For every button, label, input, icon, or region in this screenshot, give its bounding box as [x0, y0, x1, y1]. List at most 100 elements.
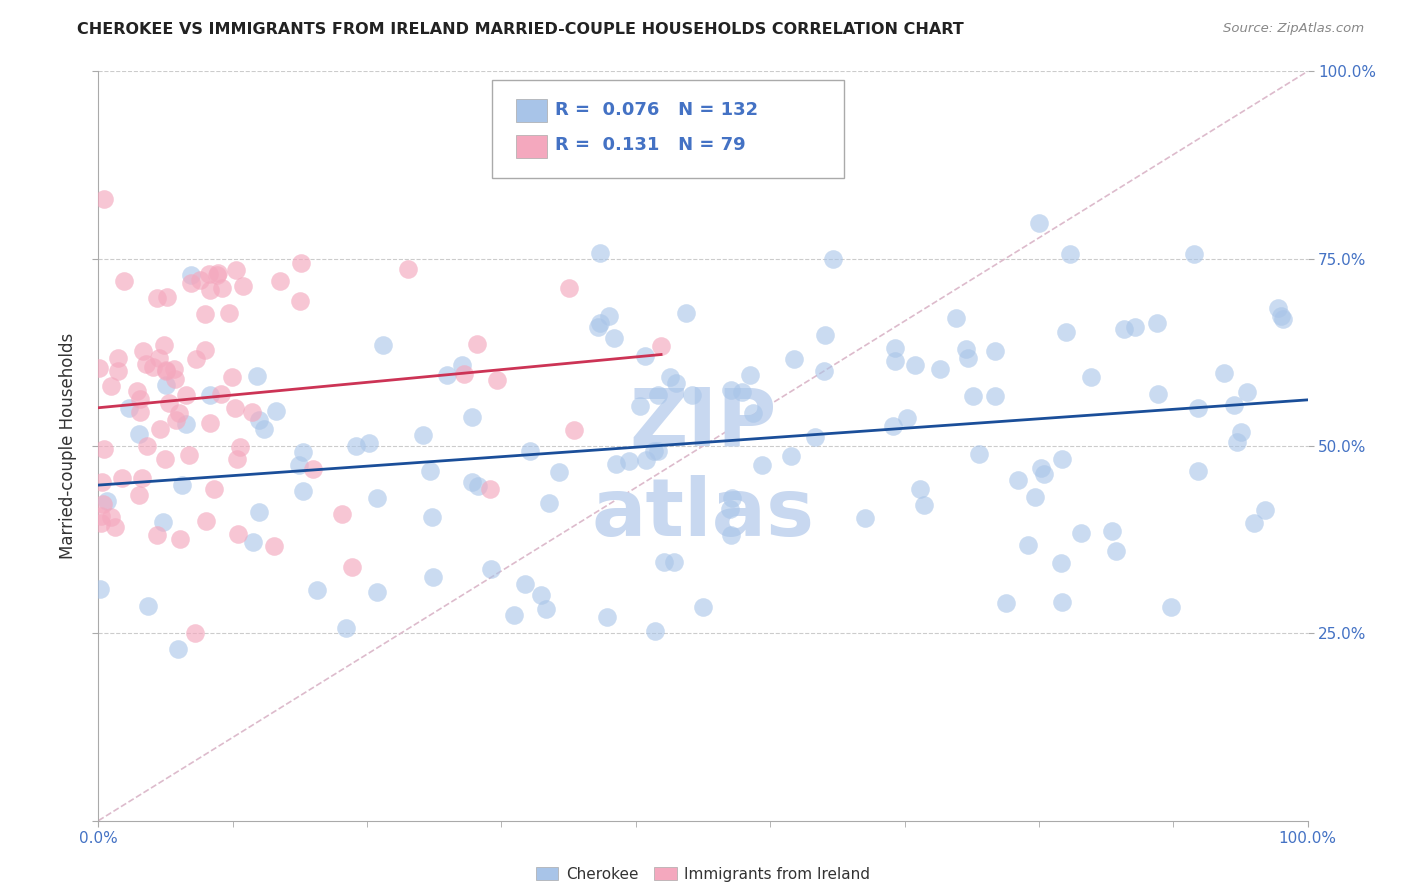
- Point: [247, 505, 270, 519]
- Point: [461, 410, 484, 425]
- Point: [249, 413, 271, 427]
- Point: [558, 281, 581, 295]
- Point: [586, 320, 609, 334]
- Point: [884, 341, 907, 355]
- Point: [153, 338, 176, 352]
- Point: [1080, 369, 1102, 384]
- Point: [202, 482, 225, 496]
- Point: [967, 447, 990, 461]
- Point: [194, 307, 217, 321]
- Point: [467, 479, 489, 493]
- Point: [167, 641, 190, 656]
- Point: [1272, 311, 1295, 326]
- Point: [720, 384, 742, 398]
- Point: [912, 498, 935, 512]
- Point: [502, 608, 524, 623]
- Point: [643, 443, 665, 458]
- Point: [721, 491, 744, 505]
- Point: [450, 358, 472, 372]
- Point: [136, 599, 159, 614]
- Point: [1243, 516, 1265, 531]
- Point: [634, 452, 657, 467]
- Point: [984, 389, 1007, 403]
- Point: [146, 291, 169, 305]
- Point: [1050, 594, 1073, 608]
- Point: [1230, 425, 1253, 440]
- Point: [287, 458, 309, 472]
- Point: [804, 430, 827, 444]
- Point: [738, 368, 761, 382]
- Point: [107, 351, 129, 365]
- Point: [957, 351, 980, 365]
- Point: [1105, 544, 1128, 558]
- Point: [226, 527, 249, 541]
- Point: [1050, 556, 1073, 570]
- Point: [1223, 399, 1246, 413]
- Point: [652, 555, 675, 569]
- Point: [218, 306, 240, 320]
- Point: [340, 560, 363, 574]
- Point: [823, 252, 845, 267]
- Point: [176, 388, 198, 402]
- Point: [962, 389, 984, 403]
- Point: [929, 362, 952, 376]
- Point: [1267, 301, 1289, 315]
- Point: [125, 384, 148, 398]
- Point: [198, 388, 221, 402]
- Point: [149, 422, 172, 436]
- Point: [595, 609, 617, 624]
- Point: [658, 370, 681, 384]
- Point: [290, 294, 312, 309]
- Point: [782, 352, 804, 367]
- Point: [90, 516, 112, 530]
- Point: [163, 361, 186, 376]
- Point: [135, 357, 157, 371]
- Point: [89, 582, 111, 597]
- Point: [647, 443, 669, 458]
- Point: [644, 624, 666, 639]
- Point: [194, 514, 217, 528]
- Point: [163, 372, 186, 386]
- Point: [291, 483, 314, 498]
- Point: [100, 379, 122, 393]
- Point: [93, 192, 115, 206]
- Point: [692, 599, 714, 614]
- Point: [224, 401, 246, 415]
- Point: [184, 626, 207, 640]
- Point: [104, 520, 127, 534]
- Point: [634, 350, 657, 364]
- Point: [1054, 325, 1077, 339]
- Point: [1031, 461, 1053, 475]
- Text: CHEROKEE VS IMMIGRANTS FROM IRELAND MARRIED-COUPLE HOUSEHOLDS CORRELATION CHART: CHEROKEE VS IMMIGRANTS FROM IRELAND MARR…: [77, 22, 965, 37]
- Point: [211, 281, 233, 295]
- Point: [1160, 599, 1182, 614]
- Y-axis label: Married-couple Households: Married-couple Households: [59, 333, 77, 559]
- Point: [112, 274, 135, 288]
- Point: [908, 483, 931, 497]
- Point: [253, 422, 276, 436]
- Text: ZIP
atlas: ZIP atlas: [592, 384, 814, 552]
- Point: [165, 413, 187, 427]
- Point: [419, 463, 441, 477]
- Point: [221, 370, 243, 384]
- Point: [751, 458, 773, 472]
- Point: [190, 273, 212, 287]
- Point: [117, 401, 139, 415]
- Point: [128, 392, 150, 407]
- Point: [1033, 467, 1056, 482]
- Point: [184, 352, 207, 367]
- Point: [1213, 366, 1236, 380]
- Point: [155, 377, 177, 392]
- Point: [731, 384, 754, 399]
- Point: [198, 417, 221, 431]
- Point: [681, 388, 703, 402]
- Point: [152, 515, 174, 529]
- Point: [882, 418, 904, 433]
- Point: [157, 396, 180, 410]
- Point: [595, 154, 617, 169]
- Point: [675, 306, 697, 320]
- Point: [263, 539, 285, 553]
- Point: [718, 501, 741, 516]
- Point: [1147, 386, 1170, 401]
- Point: [1226, 434, 1249, 449]
